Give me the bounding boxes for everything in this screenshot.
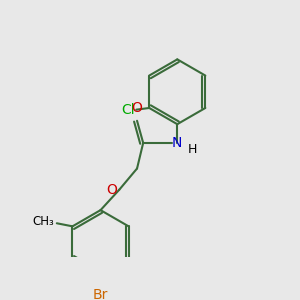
Text: H: H	[188, 142, 198, 156]
Text: O: O	[132, 100, 142, 115]
Text: O: O	[107, 183, 118, 197]
Text: CH₃: CH₃	[32, 215, 54, 228]
Text: N: N	[172, 136, 182, 150]
Text: Br: Br	[93, 288, 108, 300]
Text: Cl: Cl	[121, 103, 135, 117]
